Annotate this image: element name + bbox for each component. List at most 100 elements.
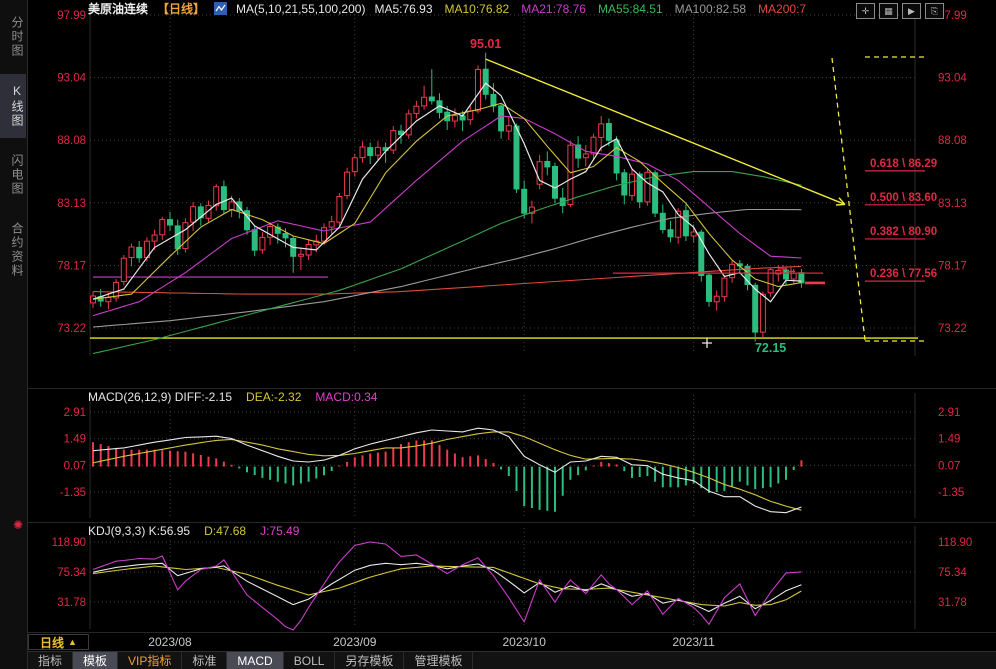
xaxis-row: 日线 ▲ 2023/08 2023/09 2023/10 2023/11 <box>28 633 996 651</box>
drawing-endpoint-marker[interactable] <box>702 338 712 348</box>
axis-label: 73.22 <box>57 323 86 335</box>
indicator-line <box>92 115 802 317</box>
playback-icon[interactable]: ▶ <box>902 3 921 19</box>
bottom-tab-BOLL[interactable]: BOLL <box>284 652 336 669</box>
axis-label: 75.34 <box>938 567 967 579</box>
fib-level-label: 0.500 \ 83.60 <box>870 192 937 204</box>
axis-label: 2.91 <box>64 407 86 419</box>
axis-label: 93.04 <box>938 73 967 85</box>
fib-level-label: 0.236 \ 77.56 <box>870 268 937 280</box>
period-label: 【日线】 <box>157 2 206 16</box>
axis-label: 83.13 <box>938 198 967 210</box>
kdj-header-value: J:75.49 <box>260 524 300 538</box>
candles <box>90 52 805 342</box>
kdj-header-value: D:47.68 <box>204 524 247 538</box>
sidebar: 分时图 K线图闪电图合约资料 <box>0 0 28 669</box>
axis-label: 88.08 <box>938 135 967 147</box>
macd-header-value: MACD:0.34 <box>315 390 378 404</box>
sidebar-tab-分时图[interactable]: 分时图 <box>10 16 24 58</box>
macd-header-value: DEA:-2.32 <box>246 390 302 404</box>
indicator-line <box>92 431 802 511</box>
popout-window-icon[interactable]: ⎘ <box>925 3 944 19</box>
axis-label: 83.13 <box>57 198 86 210</box>
kdj-header-value: KDJ(9,3,3) K:56.95 <box>88 524 191 538</box>
indicator-line <box>92 565 802 607</box>
peak-price-label: 95.01 <box>470 37 501 51</box>
axis-label: 97.99 <box>938 10 967 22</box>
fib-endpoint-marker[interactable] <box>787 267 795 276</box>
axis-scale-icon[interactable]: ▦ <box>879 3 898 19</box>
fib-level-label: 0.382 \ 80.90 <box>870 226 937 238</box>
date-tick-label: 2023/10 <box>502 635 546 649</box>
indicator-line <box>92 102 802 300</box>
axis-label: 2.91 <box>938 407 960 419</box>
axis-label: 0.07 <box>938 460 960 472</box>
ma-value-label: MA21:78.76 <box>521 1 586 16</box>
axis-label: 31.78 <box>57 597 86 609</box>
bottom-tab-VIP指标[interactable]: VIP指标 <box>118 652 183 669</box>
ma-value-label: MA100:82.58 <box>674 1 747 16</box>
axis-label: -1.35 <box>938 487 964 499</box>
axis-label: 118.90 <box>938 537 972 549</box>
bottom-tab-管理模板[interactable]: 管理模板 <box>404 652 474 669</box>
axis-label: 0.07 <box>64 460 86 472</box>
axis-label: 31.78 <box>938 597 967 609</box>
date-tick-label: 2023/11 <box>672 635 715 649</box>
macd-histogram <box>92 440 803 512</box>
ma-group-label: MA(5,10,21,55,100,200) <box>236 1 366 16</box>
alert-sun-icon: ✺ <box>13 518 24 532</box>
kdj-panel-chart[interactable]: 118.90 118.90 75.34 75.34 31.78 31.78 <box>28 522 996 633</box>
macd-header: MACD(26,12,9) DIFF:-2.15 DEA:-2.32 MACD:0.… <box>88 390 377 404</box>
descending-trendline[interactable] <box>485 58 846 206</box>
axis-label: -1.35 <box>60 487 86 499</box>
symbol-title: 美原油连续 <box>88 2 149 16</box>
indicator-line <box>92 265 802 295</box>
axis-label: 75.34 <box>57 567 86 579</box>
chart-type-icon <box>214 2 228 15</box>
indicator-tabbar: 指标 模板 VIP指标 标准 MACD BOLL 另存模板 管理模板 <box>28 651 996 669</box>
chevron-up-icon: ▲ <box>68 637 77 647</box>
ma-value-label: MA5:76.93 <box>374 1 433 16</box>
panel-divider <box>28 632 996 633</box>
axis-label: 1.49 <box>64 434 86 446</box>
sidebar-tab-闪电图[interactable]: 闪电图 <box>10 154 24 196</box>
indicator-line <box>92 82 802 303</box>
period-selector[interactable]: 日线 ▲ <box>28 634 89 650</box>
chart-toolbar: ✛ ▦ ▶ ⎘ <box>856 3 944 19</box>
ma-value-label: MA10:76.82 <box>444 1 510 16</box>
axis-label: 78.17 <box>938 260 967 272</box>
macd-panel-chart[interactable]: 2.91 2.91 1.49 1.49 0.07 0.07 -1.35 -1.35 <box>28 389 996 522</box>
sidebar-tab-K线图[interactable]: K线图 <box>0 74 26 138</box>
period-selector-label: 日线 <box>40 635 65 650</box>
pan-tool-icon[interactable]: ✛ <box>856 3 875 19</box>
indicator-line <box>92 541 802 631</box>
panel-divider <box>28 388 996 389</box>
kdj-header: KDJ(9,3,3) K:56.95 D:47.68 J:75.49 <box>88 524 299 538</box>
main-candlestick-chart[interactable]: 97.99 97.99 93.04 93.04 88.08 88.08 83.13 83.13… <box>28 0 996 389</box>
date-tick-label: 2023/09 <box>333 635 377 649</box>
axis-label: 118.90 <box>52 537 86 549</box>
arrowhead-icon <box>838 197 846 205</box>
axis-label: 78.17 <box>57 260 86 272</box>
panel-divider <box>28 522 996 523</box>
bottom-tab-标准[interactable]: 标准 <box>182 652 228 669</box>
axis-label: 88.08 <box>57 135 86 147</box>
chart-header: 美原油连续 【日线】 MA(5,10,21,55,100,200) MA5:76… <box>88 1 806 17</box>
bottom-tab-MACD[interactable]: MACD <box>227 652 284 669</box>
indicator-line <box>92 171 802 355</box>
ma-values: MA5:76.93 MA10:76.82 MA21:78.76 MA55:84.51 M… <box>374 2 806 16</box>
bottom-tab-指标[interactable]: 指标 <box>28 652 74 669</box>
date-tick-label: 2023/08 <box>148 635 192 649</box>
indicator-line <box>92 427 802 514</box>
bottom-tab-模板[interactable]: 模板 <box>73 652 119 669</box>
fib-endpoint-marker[interactable] <box>779 264 787 273</box>
measure-tool-line[interactable] <box>831 57 866 341</box>
ma-value-label: MA55:84.51 <box>597 1 663 16</box>
indicator-line <box>92 208 802 328</box>
bottom-tab-另存模板[interactable]: 另存模板 <box>335 652 405 669</box>
ma-value-label: MA200:7 <box>758 1 807 16</box>
sidebar-tab-合约资料[interactable]: 合约资料 <box>10 222 24 278</box>
axis-label: 93.04 <box>57 73 86 85</box>
macd-header-value: MACD(26,12,9) DIFF:-2.15 <box>88 390 233 404</box>
